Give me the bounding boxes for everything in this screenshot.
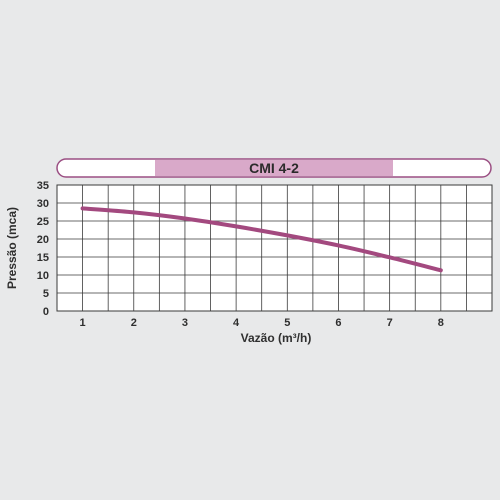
x-tick-label: 2 [131,317,137,329]
chart-title: CMI 4-2 [249,160,299,176]
y-axis-tick-labels: 0 5 10 15 20 25 30 35 [37,180,49,318]
title-bar-band [155,160,393,176]
x-axis-tick-labels: 1 2 3 4 5 6 7 8 [80,317,444,329]
x-tick-label: 1 [80,317,86,329]
y-tick-label: 35 [37,180,49,192]
y-tick-label: 15 [37,252,49,264]
x-tick-label: 8 [438,317,444,329]
x-tick-label: 6 [335,317,341,329]
x-tick-label: 4 [233,317,240,329]
series-group [80,206,443,273]
plot-area [56,184,493,312]
y-tick-label: 10 [37,270,49,282]
x-tick-label: 5 [284,317,290,329]
x-tick-label: 7 [387,317,393,329]
pump-curve-line [80,206,443,273]
y-axis-label: Pressão (mca) [5,207,19,289]
chart-title-bar: CMI 4-2 [56,158,492,178]
plot-border [56,184,493,312]
x-axis-label: Vazão (m³/h) [241,331,312,345]
y-tick-label: 20 [37,234,49,246]
y-tick-label: 5 [43,288,49,300]
y-tick-label: 30 [37,198,49,210]
y-tick-label: 0 [43,306,49,318]
y-tick-label: 25 [37,216,49,228]
x-tick-label: 3 [182,317,188,329]
plot-background [57,185,492,311]
